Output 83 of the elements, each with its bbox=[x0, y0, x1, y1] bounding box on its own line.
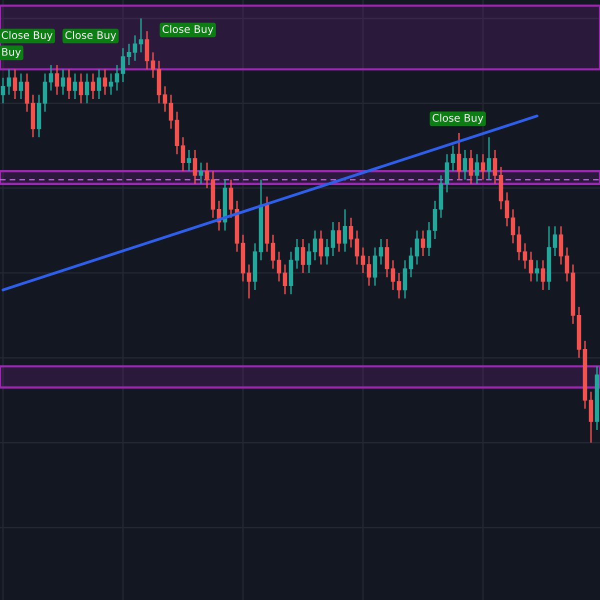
candlestick bbox=[360, 246, 366, 274]
candlestick bbox=[120, 47, 126, 83]
candlestick bbox=[108, 72, 114, 96]
candlestick bbox=[432, 200, 438, 240]
candlestick bbox=[60, 68, 66, 96]
candlestick bbox=[324, 238, 330, 266]
candlestick bbox=[246, 264, 252, 300]
candlestick bbox=[336, 221, 342, 252]
annotation: Close Buy bbox=[432, 114, 484, 124]
candlestick bbox=[426, 221, 432, 257]
candlestick bbox=[168, 94, 174, 130]
candlestick bbox=[84, 72, 90, 104]
candlestick bbox=[48, 64, 54, 92]
candlestick bbox=[114, 64, 120, 92]
annotation: Close Buy bbox=[65, 30, 116, 42]
candlestick bbox=[6, 68, 12, 96]
candlestick bbox=[42, 72, 48, 112]
candlestick bbox=[312, 230, 318, 261]
candlestick bbox=[552, 226, 558, 257]
candlestick bbox=[414, 230, 420, 266]
candlestick bbox=[270, 234, 276, 270]
candlestick bbox=[12, 68, 18, 100]
candlestick bbox=[24, 72, 30, 112]
candlestick bbox=[180, 136, 186, 172]
candlestick bbox=[354, 230, 360, 266]
annotation: Buy bbox=[2, 48, 21, 58]
candlestick bbox=[294, 238, 300, 270]
candlestick bbox=[102, 68, 108, 96]
candlestick bbox=[276, 251, 282, 282]
candlestick bbox=[540, 260, 546, 291]
candlestick bbox=[528, 251, 534, 282]
candlestick bbox=[366, 255, 372, 286]
candlestick bbox=[522, 242, 528, 270]
candlestick bbox=[534, 260, 540, 282]
candlestick bbox=[558, 226, 564, 266]
candlestick bbox=[96, 68, 102, 100]
candlestick bbox=[0, 77, 6, 104]
annotation: Close Buy bbox=[162, 24, 214, 36]
candlestick bbox=[504, 192, 510, 227]
candlestick bbox=[390, 260, 396, 291]
candlestick bbox=[588, 391, 594, 444]
candlestick bbox=[462, 149, 468, 180]
candlestick bbox=[378, 238, 384, 266]
candlestick bbox=[90, 72, 96, 100]
candlestick bbox=[450, 144, 456, 172]
candlestick bbox=[468, 149, 474, 185]
candlestick bbox=[132, 34, 138, 62]
candlestick bbox=[78, 72, 84, 104]
candlestick bbox=[384, 238, 390, 278]
annotation: Close Buy bbox=[2, 30, 52, 42]
candlestick bbox=[72, 72, 78, 100]
candlestick bbox=[456, 132, 462, 180]
candlestick bbox=[516, 226, 522, 261]
candlestick bbox=[192, 149, 198, 185]
candlestick bbox=[186, 149, 192, 172]
candlestick bbox=[510, 208, 516, 244]
candlestick bbox=[486, 136, 492, 180]
candlestick bbox=[162, 86, 168, 112]
candlestick bbox=[480, 153, 486, 180]
candlestick bbox=[342, 208, 348, 252]
candlestick bbox=[306, 242, 312, 274]
candlestick bbox=[204, 162, 210, 189]
candlestick bbox=[444, 153, 450, 194]
candlestick bbox=[564, 246, 570, 282]
candlestick bbox=[144, 30, 150, 70]
candlestick bbox=[408, 246, 414, 278]
candlestick bbox=[420, 230, 426, 257]
candlestick bbox=[318, 230, 324, 266]
candlestick bbox=[402, 260, 408, 300]
candlestick bbox=[54, 64, 60, 96]
candlestick bbox=[348, 217, 354, 248]
candlestick bbox=[126, 43, 132, 66]
candlestick bbox=[330, 221, 336, 257]
candlestick bbox=[228, 178, 234, 219]
candlestick bbox=[282, 264, 288, 295]
candlestick bbox=[492, 149, 498, 185]
candlestick bbox=[474, 153, 480, 185]
candlestick bbox=[372, 246, 378, 286]
candlestick bbox=[18, 72, 24, 100]
candlestick bbox=[150, 52, 156, 78]
candlestick bbox=[66, 68, 72, 100]
candlestick bbox=[300, 238, 306, 274]
candlestick bbox=[396, 272, 402, 300]
